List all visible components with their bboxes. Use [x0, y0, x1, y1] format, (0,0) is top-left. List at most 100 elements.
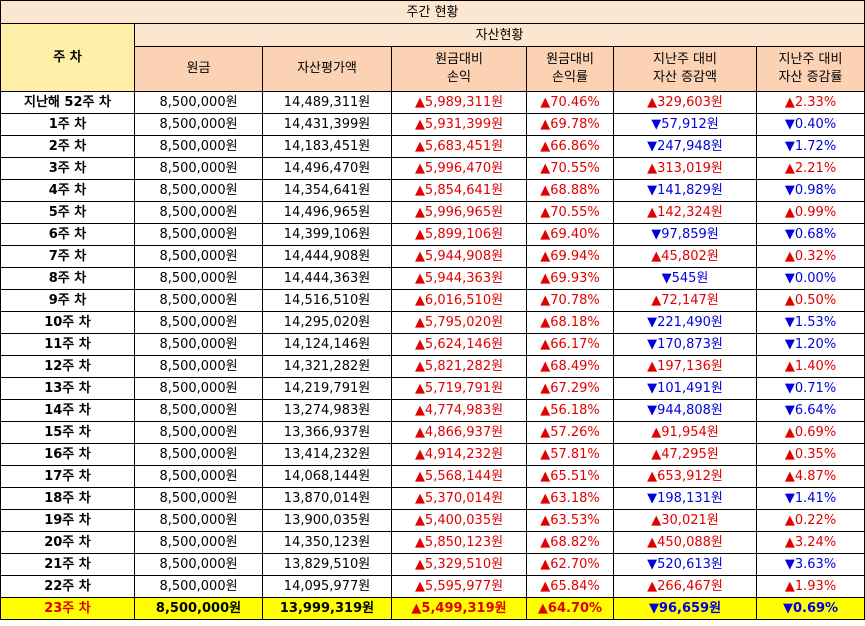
profit-rate-cell: ▲57.26% [526, 421, 614, 444]
change-rate-cell: ▼0.40% [755, 113, 865, 136]
profit-rate-cell: ▲56.18% [526, 399, 614, 422]
week-cell: 13주 차 [0, 377, 135, 400]
profit-cell: ▲5,989,311원 [391, 91, 527, 114]
change-rate-cell: ▲4.87% [755, 465, 865, 488]
change-amount-cell: ▼520,613원 [613, 553, 757, 576]
asset-value-cell: 14,496,965원 [262, 201, 392, 224]
profit-cell: ▲5,996,470원 [391, 157, 527, 180]
week-cell: 7주 차 [0, 245, 135, 268]
change-amount-cell: ▲450,088원 [613, 531, 757, 554]
asset-value-cell: 14,350,123원 [262, 531, 392, 554]
profit-cell: ▲5,370,014원 [391, 487, 527, 510]
profit-rate-cell: ▲69.78% [526, 113, 614, 136]
principal-cell: 8,500,000원 [134, 91, 263, 114]
week-cell: 8주 차 [0, 267, 135, 290]
profit-rate-cell: ▲68.82% [526, 531, 614, 554]
week-cell: 9주 차 [0, 289, 135, 312]
principal-cell: 8,500,000원 [134, 157, 263, 180]
weekly-change-rate-header: 지난주 대비 자산 증감률 [755, 46, 865, 92]
change-rate-cell: ▼0.00% [755, 267, 865, 290]
profit-cell: ▲5,996,965원 [391, 201, 527, 224]
profit-rate-cell: ▲70.55% [526, 201, 614, 224]
change-rate-cell: ▼3.63% [755, 553, 865, 576]
asset-value-cell: 13,274,983원 [262, 399, 392, 422]
change-amount-cell: ▼221,490원 [613, 311, 757, 334]
profit-rate-cell: ▲68.88% [526, 179, 614, 202]
asset-value-cell: 13,900,035원 [262, 509, 392, 532]
principal-cell: 8,500,000원 [134, 333, 263, 356]
profit-rate-cell: ▲70.78% [526, 289, 614, 312]
profit-cell: ▲5,499,319원 [391, 597, 527, 620]
asset-value-cell: 13,366,937원 [262, 421, 392, 444]
principal-cell: 8,500,000원 [134, 179, 263, 202]
table-row: 18주 차 8,500,000원 13,870,014원 ▲5,370,014원 ▲63… [0, 487, 865, 510]
week-cell: 14주 차 [0, 399, 135, 422]
asset-value-cell: 14,444,363원 [262, 267, 392, 290]
week-cell: 5주 차 [0, 201, 135, 224]
change-amount-cell: ▼545원 [613, 267, 757, 290]
principal-cell: 8,500,000원 [134, 575, 263, 598]
week-cell: 23주 차 [0, 597, 135, 620]
table-row: 13주 차 8,500,000원 14,219,791원 ▲5,719,791원 ▲67… [0, 377, 865, 400]
week-cell: 20주 차 [0, 531, 135, 554]
week-cell: 17주 차 [0, 465, 135, 488]
asset-value-cell: 13,414,232원 [262, 443, 392, 466]
profit-cell: ▲5,400,035원 [391, 509, 527, 532]
table-row: 1주 차 8,500,000원 14,431,399원 ▲5,931,399원 ▲69.… [0, 113, 865, 136]
asset-value-cell: 14,124,146원 [262, 333, 392, 356]
profit-cell: ▲6,016,510원 [391, 289, 527, 312]
change-amount-cell: ▼170,873원 [613, 333, 757, 356]
change-rate-cell: ▲1.40% [755, 355, 865, 378]
profit-cell: ▲5,624,146원 [391, 333, 527, 356]
profit-rate-cell: ▲66.17% [526, 333, 614, 356]
profit-rate-cell: ▲65.84% [526, 575, 614, 598]
change-amount-cell: ▲45,802원 [613, 245, 757, 268]
change-rate-cell: ▲0.35% [755, 443, 865, 466]
week-cell: 21주 차 [0, 553, 135, 576]
principal-cell: 8,500,000원 [134, 289, 263, 312]
principal-cell: 8,500,000원 [134, 487, 263, 510]
change-amount-cell: ▼101,491원 [613, 377, 757, 400]
table-row: 5주 차 8,500,000원 14,496,965원 ▲5,996,965원 ▲70.… [0, 201, 865, 224]
profit-cell: ▲5,719,791원 [391, 377, 527, 400]
profit-rate-cell: ▲63.18% [526, 487, 614, 510]
table-row-current: 23주 차 8,500,000원 13,999,319원 ▲5,499,319원 ▲64… [0, 597, 865, 620]
week-cell: 6주 차 [0, 223, 135, 246]
table-row: 14주 차 8,500,000원 13,274,983원 ▲4,774,983원 ▲56… [0, 399, 865, 422]
change-amount-cell: ▲47,295원 [613, 443, 757, 466]
profit-rate-cell: ▲65.51% [526, 465, 614, 488]
asset-value-cell: 14,444,908원 [262, 245, 392, 268]
profit-cell: ▲5,595,977원 [391, 575, 527, 598]
asset-value-cell: 14,183,451원 [262, 135, 392, 158]
table-row: 4주 차 8,500,000원 14,354,641원 ▲5,854,641원 ▲68.… [0, 179, 865, 202]
asset-value-cell: 14,354,641원 [262, 179, 392, 202]
change-amount-cell: ▼141,829원 [613, 179, 757, 202]
table-row: 9주 차 8,500,000원 14,516,510원 ▲6,016,510원 ▲70.… [0, 289, 865, 312]
asset-value-cell: 14,321,282원 [262, 355, 392, 378]
change-amount-cell: ▲653,912원 [613, 465, 757, 488]
change-amount-cell: ▼198,131원 [613, 487, 757, 510]
profit-rate-cell: ▲70.46% [526, 91, 614, 114]
asset-value-cell: 14,516,510원 [262, 289, 392, 312]
profit-rate-cell: ▲57.81% [526, 443, 614, 466]
profit-cell: ▲5,854,641원 [391, 179, 527, 202]
change-amount-cell: ▲142,324원 [613, 201, 757, 224]
table-title: 주간 현황 [0, 0, 865, 24]
table-row: 21주 차 8,500,000원 13,829,510원 ▲5,329,510원 ▲62… [0, 553, 865, 576]
profit-cell: ▲5,795,020원 [391, 311, 527, 334]
change-amount-cell: ▲266,467원 [613, 575, 757, 598]
principal-cell: 8,500,000원 [134, 465, 263, 488]
table-row: 10주 차 8,500,000원 14,295,020원 ▲5,795,020원 ▲68… [0, 311, 865, 334]
profit-rate-cell: ▲66.86% [526, 135, 614, 158]
week-cell: 12주 차 [0, 355, 135, 378]
principal-cell: 8,500,000원 [134, 355, 263, 378]
week-cell: 19주 차 [0, 509, 135, 532]
asset-value-cell: 14,496,470원 [262, 157, 392, 180]
profit-cell: ▲5,683,451원 [391, 135, 527, 158]
table-row: 20주 차 8,500,000원 14,350,123원 ▲5,850,123원 ▲68… [0, 531, 865, 554]
profit-cell: ▲4,774,983원 [391, 399, 527, 422]
principal-cell: 8,500,000원 [134, 113, 263, 136]
table-row: 16주 차 8,500,000원 13,414,232원 ▲4,914,232원 ▲57… [0, 443, 865, 466]
profit-rate-cell: ▲63.53% [526, 509, 614, 532]
